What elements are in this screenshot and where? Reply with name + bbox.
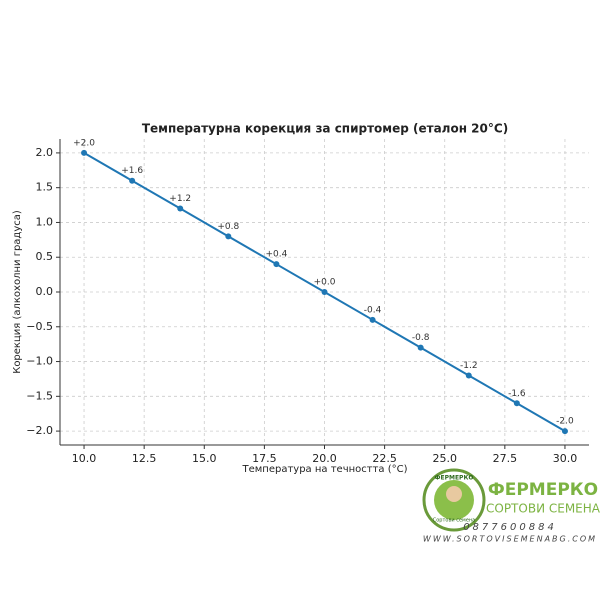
y-tick-label: 0.5 xyxy=(36,250,54,263)
value-label: +0.0 xyxy=(314,278,336,288)
data-point xyxy=(465,372,472,379)
value-label: -1.6 xyxy=(508,389,526,399)
x-tick-label: 25.0 xyxy=(432,452,457,465)
x-tick-label: 17.5 xyxy=(252,452,277,465)
value-label: +2.0 xyxy=(73,138,95,148)
y-tick-label: 1.5 xyxy=(36,181,54,194)
data-point xyxy=(369,316,376,323)
value-label: +0.8 xyxy=(217,222,239,232)
x-tick-label: 10.0 xyxy=(72,452,97,465)
y-tick-label: 0.0 xyxy=(36,285,54,298)
y-tick-label: 2.0 xyxy=(36,146,54,159)
data-point xyxy=(561,428,568,435)
logo-face xyxy=(446,486,462,502)
x-tick-label: 12.5 xyxy=(132,452,157,465)
data-point xyxy=(81,149,88,156)
logo-badge-top: ФЕРМЕРКО xyxy=(435,475,474,482)
data-point xyxy=(177,205,184,212)
y-axis-label: Корекция (алкохолни градуса) xyxy=(12,210,23,374)
y-tick-label: −1.5 xyxy=(26,389,53,402)
logo-tagline: СОРТОВИ СЕМЕНА xyxy=(486,502,600,516)
value-label: -1.2 xyxy=(460,361,478,371)
y-tick-label: −2.0 xyxy=(26,424,53,437)
value-label: +0.4 xyxy=(265,250,287,260)
x-axis-label: Температура на течността (°C) xyxy=(242,464,408,475)
x-tick-label: 15.0 xyxy=(192,452,217,465)
y-tick-label: 1.0 xyxy=(36,215,54,228)
logo-badge-bottom: Сортови семена xyxy=(433,518,476,524)
logo-brand: ФЕРМЕРКО xyxy=(488,480,598,500)
x-tick-label: 20.0 xyxy=(312,452,337,465)
data-point xyxy=(417,344,424,351)
value-label: +1.6 xyxy=(121,166,143,176)
data-point xyxy=(225,233,232,240)
chart-title: Температурна корекция за спиртомер (етал… xyxy=(142,122,508,136)
logo: ФЕРМЕРКО Сортови семена ФЕРМЕРКО СОРТОВИ… xyxy=(422,468,600,544)
data-point xyxy=(273,261,280,268)
logo-phone: 0877600884 xyxy=(463,522,557,533)
x-tick-label: 30.0 xyxy=(553,452,578,465)
data-point xyxy=(321,289,328,295)
x-tick-label: 22.5 xyxy=(372,452,397,465)
data-point xyxy=(129,177,136,184)
logo-website: WWW.SORTOVISEMENABG.COM xyxy=(423,535,597,544)
value-label: -2.0 xyxy=(556,417,574,427)
value-label: +1.2 xyxy=(169,194,191,204)
value-label: -0.8 xyxy=(412,333,430,343)
y-tick-label: −0.5 xyxy=(26,320,53,333)
y-tick-label: −1.0 xyxy=(26,355,53,368)
data-point xyxy=(513,400,520,407)
value-label: -0.4 xyxy=(364,305,382,315)
x-tick-label: 27.5 xyxy=(493,452,518,465)
